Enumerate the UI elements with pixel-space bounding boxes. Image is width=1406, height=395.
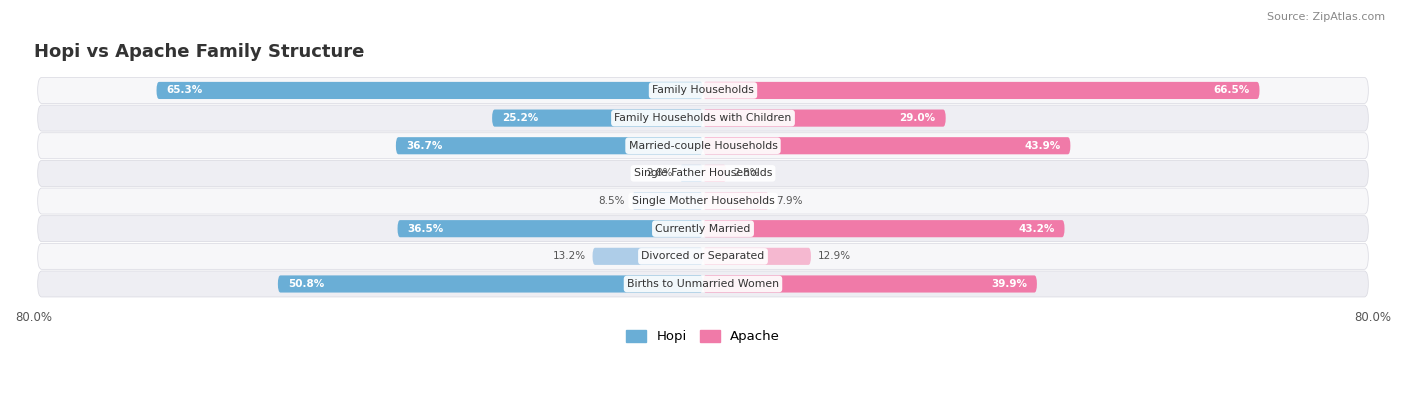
FancyBboxPatch shape <box>38 77 1368 103</box>
Text: Married-couple Households: Married-couple Households <box>628 141 778 151</box>
FancyBboxPatch shape <box>703 275 1036 293</box>
FancyBboxPatch shape <box>398 220 703 237</box>
Text: 43.2%: 43.2% <box>1018 224 1054 234</box>
FancyBboxPatch shape <box>396 137 703 154</box>
FancyBboxPatch shape <box>38 160 1368 186</box>
Text: 36.5%: 36.5% <box>408 224 444 234</box>
Text: 29.0%: 29.0% <box>900 113 935 123</box>
Text: 13.2%: 13.2% <box>553 251 586 261</box>
Text: Births to Unmarried Women: Births to Unmarried Women <box>627 279 779 289</box>
Text: 36.7%: 36.7% <box>406 141 443 151</box>
Text: 2.8%: 2.8% <box>733 168 759 179</box>
Legend: Hopi, Apache: Hopi, Apache <box>620 325 786 349</box>
Text: Currently Married: Currently Married <box>655 224 751 234</box>
Text: 39.9%: 39.9% <box>991 279 1026 289</box>
Text: Divorced or Separated: Divorced or Separated <box>641 251 765 261</box>
FancyBboxPatch shape <box>156 82 703 99</box>
Text: Family Households: Family Households <box>652 85 754 96</box>
FancyBboxPatch shape <box>38 105 1368 131</box>
FancyBboxPatch shape <box>703 248 811 265</box>
Text: Source: ZipAtlas.com: Source: ZipAtlas.com <box>1267 12 1385 22</box>
FancyBboxPatch shape <box>492 109 703 127</box>
FancyBboxPatch shape <box>38 188 1368 214</box>
FancyBboxPatch shape <box>703 220 1064 237</box>
Text: Family Households with Children: Family Households with Children <box>614 113 792 123</box>
FancyBboxPatch shape <box>703 192 769 210</box>
Text: 12.9%: 12.9% <box>818 251 851 261</box>
Text: Single Mother Households: Single Mother Households <box>631 196 775 206</box>
Text: 25.2%: 25.2% <box>502 113 538 123</box>
Text: Hopi vs Apache Family Structure: Hopi vs Apache Family Structure <box>34 43 364 61</box>
FancyBboxPatch shape <box>703 82 1260 99</box>
Text: 50.8%: 50.8% <box>288 279 325 289</box>
FancyBboxPatch shape <box>278 275 703 293</box>
FancyBboxPatch shape <box>38 271 1368 297</box>
FancyBboxPatch shape <box>38 216 1368 242</box>
Text: 65.3%: 65.3% <box>166 85 202 96</box>
Text: Single Father Households: Single Father Households <box>634 168 772 179</box>
FancyBboxPatch shape <box>703 109 946 127</box>
Text: 43.9%: 43.9% <box>1024 141 1060 151</box>
Text: 66.5%: 66.5% <box>1213 85 1250 96</box>
Text: 2.8%: 2.8% <box>647 168 673 179</box>
Text: 7.9%: 7.9% <box>776 196 803 206</box>
FancyBboxPatch shape <box>631 192 703 210</box>
Text: 8.5%: 8.5% <box>599 196 626 206</box>
FancyBboxPatch shape <box>703 165 727 182</box>
FancyBboxPatch shape <box>679 165 703 182</box>
FancyBboxPatch shape <box>38 243 1368 269</box>
FancyBboxPatch shape <box>703 137 1070 154</box>
FancyBboxPatch shape <box>38 133 1368 159</box>
FancyBboxPatch shape <box>592 248 703 265</box>
